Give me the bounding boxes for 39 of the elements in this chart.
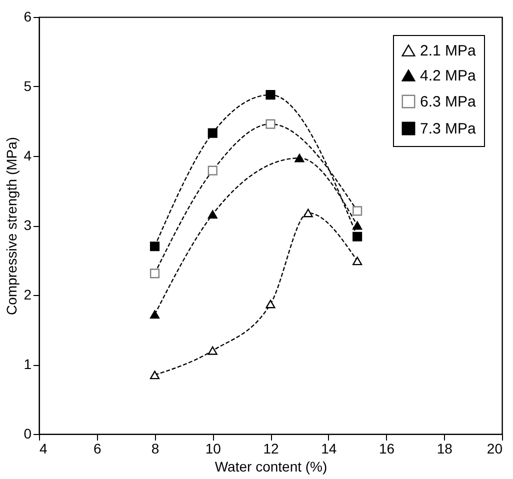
y-tick-label: 1 [24,356,32,372]
x-tick-label: 16 [378,440,395,456]
y-axis-title: Compressive strength (MPa) [4,136,20,316]
point [150,242,160,252]
point [266,90,276,100]
legend-label: 4.2 MPa [420,68,477,84]
x-tick-label: 8 [151,440,160,456]
point [266,119,276,129]
point [150,310,160,319]
x-tick-label: 18 [436,440,453,456]
x-tick-label: 6 [93,440,102,456]
point [352,221,362,230]
point [208,210,218,219]
y-tick-label: 4 [24,148,32,164]
legend-label: 6.3 MPa [420,94,477,110]
point [352,232,362,242]
point [294,154,304,162]
x-tick-label: 10 [205,440,222,456]
y-tick-label: 0 [24,426,32,442]
x-tick-label: 12 [263,440,279,456]
point [208,166,218,176]
x-tick-label: 4 [40,440,48,456]
point [208,128,218,138]
x-tick-label: 20 [486,440,503,456]
x-axis-title: Water content (%) [214,458,328,474]
point [303,208,313,218]
y-tick-label: 6 [24,8,32,24]
y-tick-label: 2 [24,286,32,302]
legend-label: 2.1 MPa [420,42,477,60]
legend-label: 7.3 MPa [420,120,477,138]
point [352,206,362,216]
y-tick-label: 5 [24,78,32,94]
point [266,300,276,308]
point [150,268,160,278]
point [352,256,362,266]
point [208,346,218,355]
x-tick-label: 14 [321,440,337,456]
point [150,370,160,380]
y-tick-label: 3 [24,217,32,233]
